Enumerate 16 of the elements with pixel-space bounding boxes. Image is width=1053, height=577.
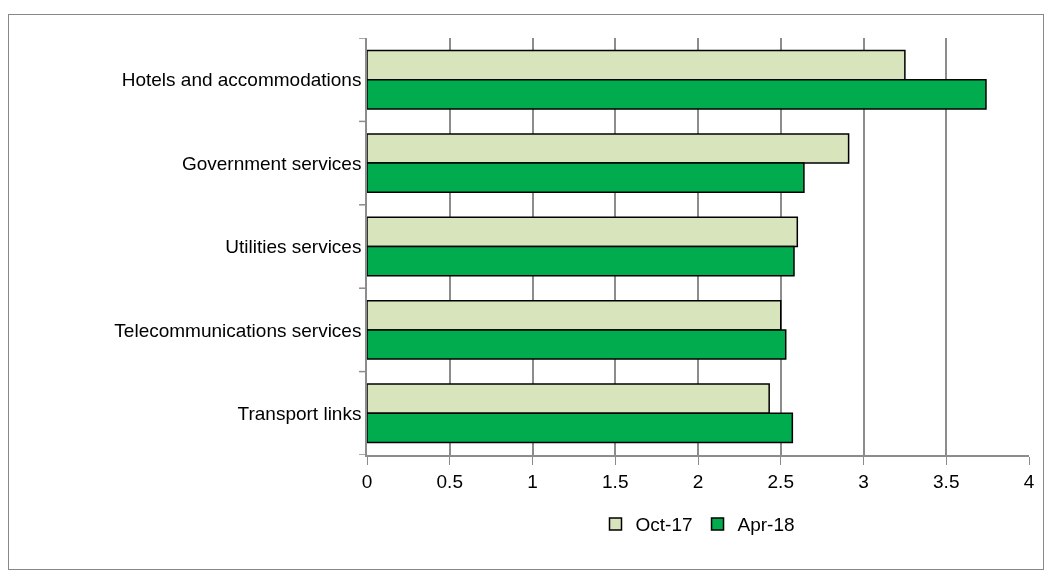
x-tick-label: 4: [1023, 470, 1035, 492]
y-tick-label: Transport links: [237, 402, 362, 424]
x-tick-label: 2: [692, 470, 704, 492]
y-tick-label: Telecommunications services: [114, 319, 362, 341]
x-tick-label: 0.5: [436, 470, 463, 492]
y-tick-label: Utilities services: [225, 236, 362, 258]
x-tick-label: 1.5: [602, 470, 629, 492]
y-tick-label: Government services: [181, 152, 362, 174]
x-tick-label: 0: [361, 470, 373, 492]
legend-label: Oct-17: [635, 514, 693, 536]
y-tick-label: Hotels and accommodations: [121, 69, 362, 91]
x-tick-label: 2.5: [767, 470, 794, 492]
x-tick-label: 3.5: [933, 470, 960, 492]
legend-label: Apr-18: [737, 514, 795, 536]
x-tick-label: 1: [527, 470, 538, 492]
x-tick-label: 3: [858, 470, 869, 492]
